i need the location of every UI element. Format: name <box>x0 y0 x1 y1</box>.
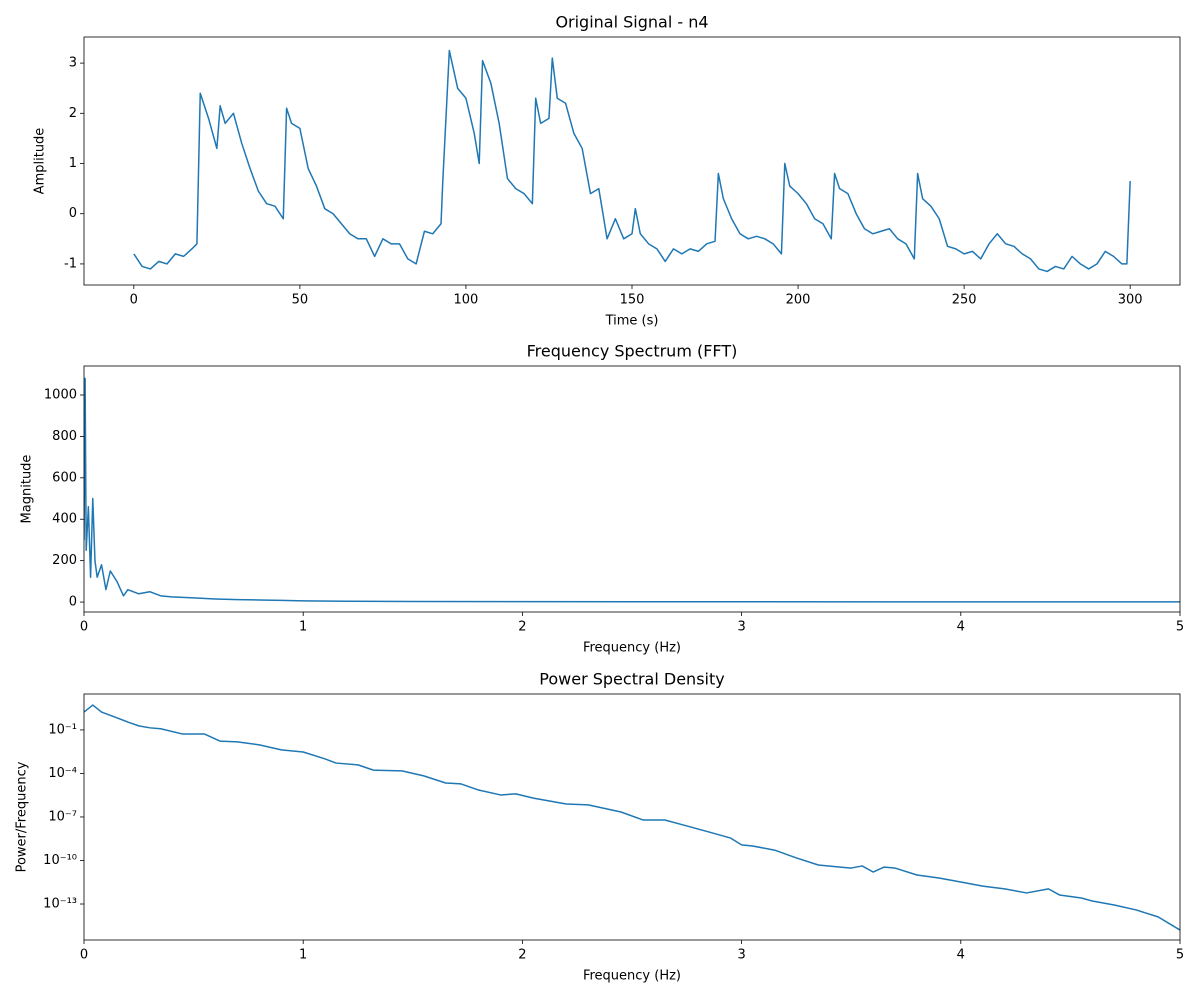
x-tick-label: 100 <box>454 293 479 308</box>
x-tick-label: 50 <box>292 293 309 308</box>
y-axis-label: Power/Frequency <box>15 761 30 872</box>
axes-frame <box>83 693 1181 941</box>
x-tick-label: 150 <box>620 293 645 308</box>
x-tick-label: 3 <box>737 620 745 635</box>
x-axis-label: Frequency (Hz) <box>583 969 681 984</box>
x-tick-label: 5 <box>1176 620 1184 635</box>
axes-frame <box>83 36 1181 286</box>
y-tick-label: 2 <box>69 106 77 121</box>
y-tick-label: -1 <box>64 256 77 271</box>
y-tick-label: 600 <box>52 470 77 485</box>
y-tick-label: 10⁻¹³ <box>43 897 77 912</box>
x-tick-label: 2 <box>518 948 526 963</box>
y-tick-label: 400 <box>52 512 77 527</box>
x-tick-label: 1 <box>299 948 307 963</box>
chart-title: Power Spectral Density <box>539 670 724 689</box>
axes-frame <box>83 365 1181 613</box>
y-axis-label: Amplitude <box>33 128 48 195</box>
x-axis-label: Frequency (Hz) <box>583 641 681 656</box>
y-tick-label: 10⁻¹ <box>48 722 77 737</box>
x-tick-label: 200 <box>786 293 811 308</box>
y-tick-label: 3 <box>69 56 77 71</box>
chart-title: Original Signal - n4 <box>555 13 708 32</box>
y-tick-label: 200 <box>52 553 77 568</box>
y-tick-label: 10⁻¹⁰ <box>43 853 77 868</box>
line-series <box>84 377 1180 603</box>
line-series <box>84 704 1180 931</box>
x-tick-label: 250 <box>952 293 977 308</box>
x-tick-label: 0 <box>80 620 88 635</box>
x-tick-label: 0 <box>80 948 88 963</box>
y-axis-label: Magnitude <box>20 455 35 524</box>
x-tick-label: 4 <box>957 948 965 963</box>
y-tick-label: 10⁻⁴ <box>48 766 77 781</box>
y-tick-label: 1 <box>69 156 77 171</box>
chart-title: Frequency Spectrum (FFT) <box>527 342 738 361</box>
x-tick-label: 3 <box>737 948 745 963</box>
x-tick-label: 0 <box>130 293 138 308</box>
x-tick-label: 2 <box>518 620 526 635</box>
y-tick-label: 800 <box>52 429 77 444</box>
x-tick-label: 300 <box>1118 293 1143 308</box>
y-tick-label: 0 <box>69 206 77 221</box>
y-tick-label: 1000 <box>44 387 77 402</box>
y-tick-label: 0 <box>69 595 77 610</box>
x-tick-label: 4 <box>957 620 965 635</box>
line-series <box>133 49 1131 273</box>
x-tick-label: 5 <box>1176 948 1184 963</box>
x-tick-label: 1 <box>299 620 307 635</box>
y-tick-label: 10⁻⁷ <box>48 809 77 824</box>
x-axis-label: Time (s) <box>605 314 659 329</box>
